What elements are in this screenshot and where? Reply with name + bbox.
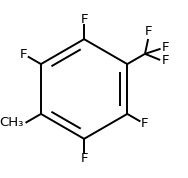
Text: F: F — [144, 25, 152, 38]
Text: F: F — [20, 48, 28, 61]
Text: F: F — [80, 13, 88, 26]
Text: F: F — [162, 54, 169, 67]
Text: F: F — [140, 117, 148, 130]
Text: F: F — [162, 41, 170, 54]
Text: CH₃: CH₃ — [0, 116, 24, 129]
Text: F: F — [80, 152, 88, 165]
